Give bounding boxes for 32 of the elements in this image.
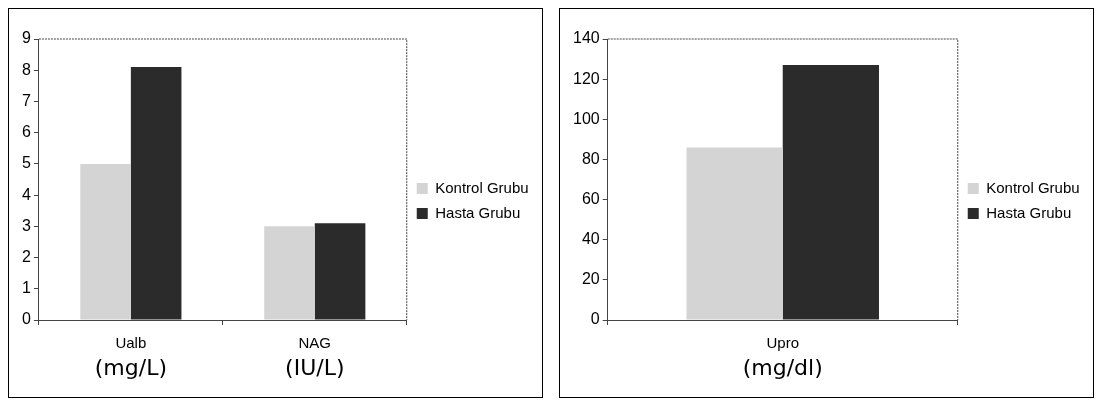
text: (mg/L) <box>94 354 167 380</box>
y-tick-label: 140 <box>572 29 600 47</box>
y-tick-label: 0 <box>590 310 600 328</box>
bar <box>80 163 131 320</box>
text: (IU/L) <box>285 354 345 380</box>
y-tick-label: 3 <box>21 216 31 234</box>
y-tick-label: 2 <box>21 247 31 265</box>
x-tick-label: NAG <box>298 334 332 352</box>
x-tick-label: Upro <box>766 334 799 352</box>
y-tick-label: 9 <box>21 29 31 47</box>
bar <box>264 226 315 320</box>
y-tick-label: 120 <box>572 69 600 87</box>
legend-label: Kontrol Grubu <box>986 178 1080 196</box>
y-tick-label: 80 <box>581 149 600 167</box>
y-tick-label: 4 <box>21 185 31 203</box>
bar <box>130 67 182 320</box>
y-tick-label: 6 <box>21 123 31 141</box>
y-tick-label: 8 <box>21 60 31 78</box>
bar <box>314 223 366 320</box>
y-tick-label: 1 <box>21 279 31 297</box>
y-tick-label: 60 <box>581 189 600 207</box>
legend-label: Hasta Grubu <box>986 203 1072 221</box>
y-tick-label: 7 <box>21 91 31 109</box>
x-tick-label: Ualb <box>115 334 147 352</box>
y-tick-label: 100 <box>572 109 600 127</box>
y-tick-label: 20 <box>581 270 600 288</box>
text: (mg/dl) <box>742 354 823 380</box>
legend-label: Kontrol Grubu <box>435 178 529 196</box>
y-tick-label: 0 <box>21 310 31 328</box>
legend-label: Hasta Grubu <box>435 203 521 221</box>
y-tick-label: 5 <box>21 154 31 172</box>
y-tick-label: 40 <box>581 230 600 248</box>
